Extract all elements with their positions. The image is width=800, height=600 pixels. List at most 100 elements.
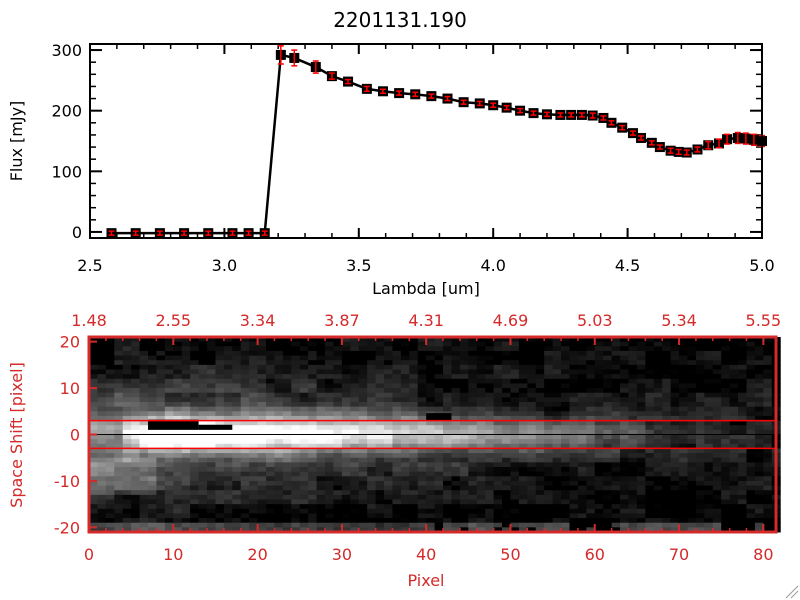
image-pixel — [417, 434, 427, 440]
image-pixel — [207, 383, 216, 389]
image-pixel — [712, 499, 722, 505]
image-pixel — [299, 378, 309, 384]
image-pixel — [704, 522, 714, 528]
image-pixel — [223, 383, 233, 389]
image-pixel — [105, 457, 115, 463]
image-pixel — [721, 480, 731, 487]
image-pixel — [333, 392, 343, 398]
image-pixel — [223, 420, 233, 426]
image-pixel — [417, 402, 427, 408]
image-pixel — [577, 397, 587, 403]
image-pixel — [350, 402, 360, 408]
image-pixel — [358, 490, 368, 496]
image-pixel — [510, 480, 520, 487]
image-pixel — [282, 388, 292, 394]
image-pixel — [274, 415, 284, 422]
image-pixel — [738, 527, 747, 533]
image-pixel — [754, 406, 764, 412]
image-pixel — [620, 374, 629, 380]
error-bar — [261, 230, 268, 236]
image-pixel — [257, 406, 267, 412]
image-pixel — [249, 360, 259, 366]
image-pixel — [97, 378, 107, 384]
image-pixel — [476, 350, 486, 357]
image-pixel — [662, 518, 672, 524]
image-pixel — [510, 522, 520, 528]
image-pixel — [527, 471, 537, 477]
image-pixel — [308, 337, 318, 343]
image-pixel — [695, 346, 705, 352]
image-pixel — [645, 494, 655, 500]
image-pixel — [628, 476, 638, 482]
image-pixel — [552, 448, 562, 454]
image-pixel — [679, 494, 688, 500]
image-pixel — [594, 341, 604, 347]
image-pixel — [443, 490, 452, 496]
image-pixel — [232, 522, 242, 528]
error-bar — [156, 230, 163, 236]
image-pixel — [704, 476, 714, 482]
image-pixel — [181, 369, 191, 375]
image-pixel — [451, 490, 461, 496]
image-pixel — [679, 411, 688, 417]
image-pixel — [510, 443, 520, 449]
image-pixel — [384, 341, 393, 347]
image-pixel — [577, 341, 587, 347]
image-pixel — [502, 480, 511, 487]
image-pixel — [249, 415, 259, 422]
image-pixel — [291, 439, 301, 445]
image-pixel — [97, 476, 107, 482]
image-pixel — [620, 499, 629, 505]
image-pixel — [594, 346, 604, 352]
image-pixel — [89, 346, 98, 352]
image-pixel — [712, 504, 722, 510]
image-pixel — [594, 490, 604, 496]
image-pixel — [97, 504, 107, 510]
image-pixel — [89, 518, 98, 524]
image-pixel — [232, 518, 242, 524]
image-pixel — [341, 508, 351, 514]
x-tick-label: 50 — [500, 545, 520, 564]
image-pixel — [443, 397, 452, 403]
image-pixel — [173, 494, 183, 500]
image-pixel — [282, 411, 292, 417]
image-pixel — [392, 485, 402, 491]
image-pixel — [738, 350, 747, 357]
image-pixel — [105, 462, 115, 468]
image-pixel — [240, 388, 250, 394]
image-pixel — [594, 378, 604, 384]
image-pixel — [628, 439, 638, 445]
image-pixel — [586, 360, 596, 366]
image-pixel — [434, 420, 444, 426]
image-pixel — [527, 378, 537, 384]
image-pixel — [552, 369, 562, 375]
image-pixel — [611, 378, 621, 384]
image-pixel — [207, 397, 216, 403]
image-pixel — [628, 453, 638, 459]
image-pixel — [510, 411, 520, 417]
image-pixel — [586, 508, 596, 514]
image-pixel — [274, 364, 284, 370]
image-pixel — [577, 443, 587, 449]
image-pixel — [611, 360, 621, 366]
image-pixel — [198, 406, 208, 412]
image-pixel — [704, 499, 714, 505]
image-pixel — [291, 369, 301, 375]
image-pixel — [544, 448, 554, 454]
image-pixel — [712, 406, 722, 412]
image-pixel — [628, 462, 638, 468]
image-pixel — [215, 471, 225, 477]
image-pixel — [493, 341, 503, 347]
image-pixel — [417, 369, 427, 375]
image-pixel — [662, 508, 672, 514]
image-pixel — [485, 420, 495, 426]
resize-grip-icon[interactable] — [785, 585, 799, 599]
image-pixel — [316, 425, 326, 431]
image-pixel — [299, 476, 309, 482]
image-pixel — [266, 415, 275, 422]
image-pixel — [704, 448, 714, 454]
image-pixel — [502, 467, 511, 473]
image-pixel — [367, 518, 377, 524]
image-pixel — [754, 434, 764, 440]
image-pixel — [476, 504, 486, 510]
